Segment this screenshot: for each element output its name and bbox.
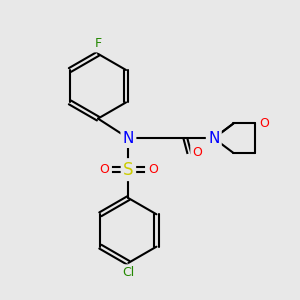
Text: O: O bbox=[148, 163, 158, 176]
Text: F: F bbox=[94, 38, 101, 50]
Text: O: O bbox=[259, 117, 269, 130]
Text: O: O bbox=[99, 163, 109, 176]
Text: S: S bbox=[123, 160, 134, 178]
Text: O: O bbox=[192, 146, 202, 159]
Text: N: N bbox=[123, 131, 134, 146]
Text: Cl: Cl bbox=[122, 266, 134, 279]
Text: N: N bbox=[208, 131, 220, 146]
